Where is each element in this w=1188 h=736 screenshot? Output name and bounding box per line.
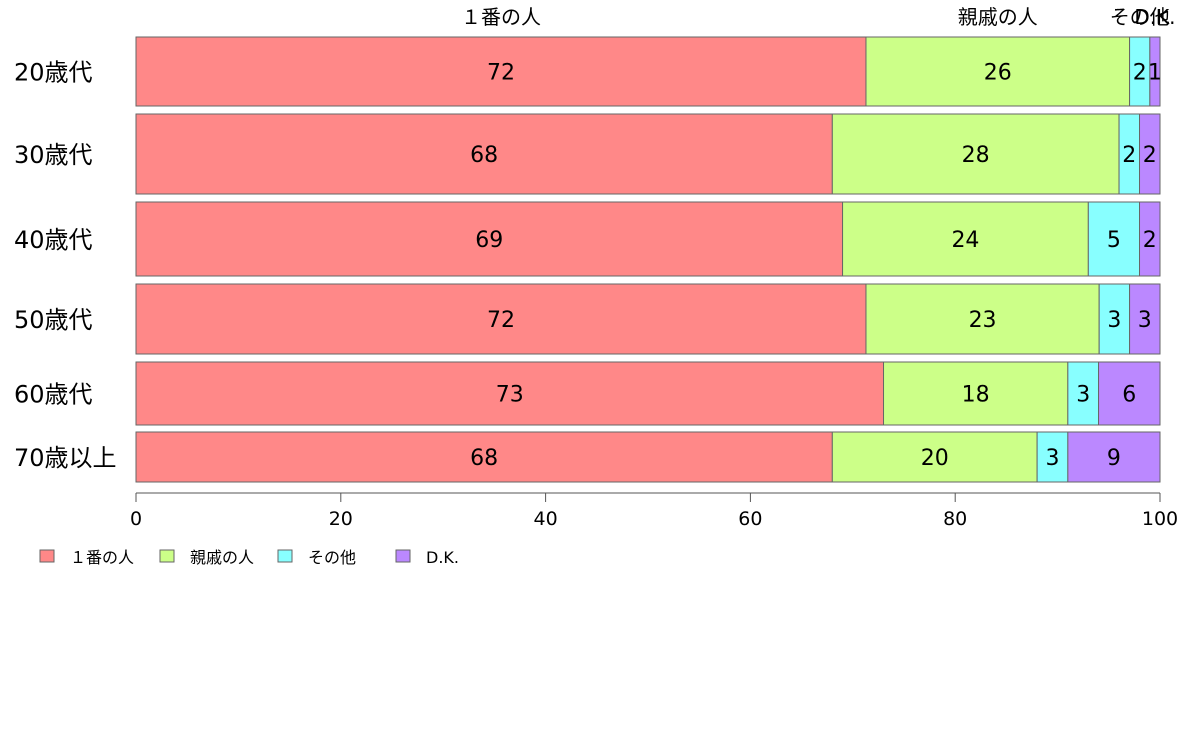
data-label: 24 xyxy=(951,228,979,253)
bar-segment xyxy=(865,283,1100,355)
data-label: 20 xyxy=(921,446,949,471)
bar-segment xyxy=(1139,201,1161,277)
bar-segment xyxy=(135,113,833,195)
data-label: 3 xyxy=(1045,446,1059,471)
bar-segment xyxy=(831,113,1120,195)
legend-label: １番の人 xyxy=(70,548,134,567)
bar-segment xyxy=(1098,361,1161,426)
x-tick-label: 40 xyxy=(534,508,558,530)
legend-label: D.K. xyxy=(426,548,459,567)
bar-segment xyxy=(1139,113,1161,195)
data-label: 2 xyxy=(1133,61,1147,86)
data-label: 23 xyxy=(969,308,997,333)
data-label: 1 xyxy=(1148,61,1162,86)
top-series-label: その他 xyxy=(1110,5,1170,29)
data-label: 28 xyxy=(962,143,990,168)
data-label: 3 xyxy=(1107,308,1121,333)
legend-swatch xyxy=(39,549,55,563)
x-tick-label: 80 xyxy=(943,508,967,530)
category-label: 20歳代 xyxy=(14,59,93,87)
legend-swatch xyxy=(395,549,411,563)
bar-segment xyxy=(865,36,1131,107)
data-label: 3 xyxy=(1138,308,1152,333)
legend-swatch xyxy=(277,549,293,563)
category-label: 70歳以上 xyxy=(14,444,117,472)
x-tick-label: 60 xyxy=(738,508,762,530)
data-label: 18 xyxy=(962,383,990,408)
x-tick-label: 20 xyxy=(329,508,353,530)
data-label: 2 xyxy=(1122,143,1136,168)
data-label: 3 xyxy=(1076,383,1090,408)
x-tick-label: 0 xyxy=(130,508,142,530)
data-label: 2 xyxy=(1143,228,1157,253)
bar-segment xyxy=(1067,431,1161,483)
top-series-label: D.K. xyxy=(1134,5,1175,29)
x-tick-label: 100 xyxy=(1142,508,1178,530)
data-label: 5 xyxy=(1107,228,1121,253)
data-label: 72 xyxy=(487,61,515,86)
data-label: 6 xyxy=(1122,383,1136,408)
data-label: 68 xyxy=(470,143,498,168)
bar-segment xyxy=(135,36,867,107)
category-label: 40歳代 xyxy=(14,226,93,254)
bar-segment xyxy=(831,431,1038,483)
top-series-label: 親戚の人 xyxy=(958,5,1038,29)
bar-segment xyxy=(135,201,844,277)
data-label: 68 xyxy=(470,446,498,471)
bar-segment xyxy=(135,361,885,426)
bar-segment xyxy=(135,431,833,483)
top-series-label: １番の人 xyxy=(461,5,541,29)
legend-swatch xyxy=(159,549,175,563)
legend-label: 親戚の人 xyxy=(190,548,254,567)
data-label: 26 xyxy=(984,61,1012,86)
category-label: 30歳代 xyxy=(14,141,93,169)
category-label: 60歳代 xyxy=(14,381,93,409)
bar-segment xyxy=(1036,431,1069,483)
data-label: 2 xyxy=(1143,143,1157,168)
legend-label: その他 xyxy=(308,548,356,567)
bar-segment xyxy=(1087,201,1141,277)
bar-segment xyxy=(1129,283,1161,355)
bar-segment xyxy=(883,361,1069,426)
data-label: 73 xyxy=(496,383,524,408)
bar-segment xyxy=(1149,36,1161,107)
bar-segment xyxy=(1098,283,1131,355)
data-label: 72 xyxy=(487,308,515,333)
data-label: 9 xyxy=(1107,446,1121,471)
category-label: 50歳代 xyxy=(14,306,93,334)
data-label: 69 xyxy=(475,228,503,253)
bar-segment xyxy=(1067,361,1100,426)
